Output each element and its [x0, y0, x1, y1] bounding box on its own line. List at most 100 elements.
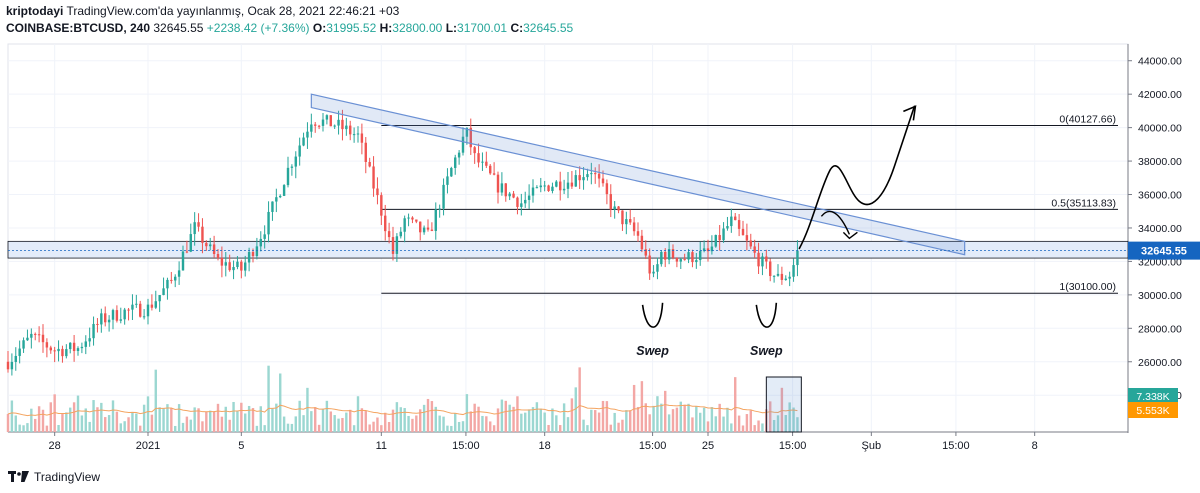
volume-bar — [706, 421, 710, 432]
volume-bar — [321, 408, 325, 432]
volume-bar — [119, 423, 122, 432]
volume-bar — [726, 407, 729, 432]
volume-bar — [391, 409, 395, 432]
volume-bar — [352, 425, 356, 432]
retest-path — [820, 210, 851, 235]
volume-bar — [356, 396, 360, 432]
volume-bar — [784, 415, 787, 432]
volume-bar — [461, 421, 465, 432]
candle-body — [683, 259, 686, 261]
volume-bar — [251, 408, 255, 432]
candle-body — [730, 216, 733, 227]
candle-body — [142, 316, 146, 318]
volume-bar — [162, 408, 165, 432]
candle-body — [574, 175, 577, 187]
candle-body — [788, 276, 791, 279]
candle-body — [123, 309, 126, 320]
volume-bar — [80, 415, 84, 432]
y-tick-label: 38000.00 — [1138, 156, 1182, 168]
volume-bar — [364, 410, 367, 432]
volume-bar — [45, 425, 49, 432]
candle-body — [438, 208, 441, 210]
candle-body — [625, 219, 628, 225]
volume-bar — [454, 413, 457, 432]
volume-bar — [170, 408, 173, 432]
y-tick-label: 44000.00 — [1138, 56, 1182, 68]
candle-body — [349, 125, 352, 135]
candle-body — [726, 226, 729, 229]
volume-bar — [61, 413, 64, 432]
candle-body — [150, 304, 154, 308]
volume-bar — [166, 404, 169, 432]
tradingview-brand[interactable]: TradingView — [34, 470, 101, 484]
candle-body — [88, 338, 91, 342]
candle-body — [337, 119, 340, 126]
current-price-label: 32645.55 — [1141, 246, 1187, 258]
volume-bar — [442, 416, 445, 432]
candle-body — [14, 355, 17, 362]
candle-body — [605, 183, 609, 195]
candle-body — [391, 237, 395, 254]
price-chart[interactable]: 44000.00 42000.00 40000.00 38000.00 36000.00… — [0, 0, 1200, 470]
volume-bar — [761, 423, 764, 432]
volume-bar — [699, 412, 702, 432]
candle-body — [454, 157, 457, 168]
volume-bar — [625, 410, 628, 432]
volume-bar — [189, 419, 192, 432]
candle-body — [259, 238, 262, 247]
volume-bar — [84, 408, 87, 432]
candle-body — [65, 349, 68, 357]
volume-bar — [104, 417, 107, 432]
candle-body — [419, 221, 422, 233]
candle-body — [224, 262, 227, 266]
volume-bar — [481, 415, 484, 432]
volume-bar — [597, 412, 601, 432]
volume-bar — [201, 421, 204, 432]
volume-bar — [360, 408, 364, 432]
open-label: O: — [312, 21, 327, 35]
volume-bar — [407, 415, 410, 432]
candle-body — [80, 346, 84, 349]
candle-body — [687, 252, 690, 260]
author-name[interactable]: kriptodayi — [6, 4, 64, 18]
volume-bar — [722, 416, 725, 432]
volume-bar — [279, 373, 282, 432]
volume-bar — [520, 413, 523, 432]
volume-bar — [695, 406, 698, 432]
volume-bar — [271, 408, 274, 432]
volume-bar — [426, 398, 430, 432]
volume-ma-badge — [1128, 402, 1178, 418]
candle-body — [644, 249, 647, 256]
candle-body — [166, 279, 169, 289]
candle-body — [796, 250, 799, 266]
candle-body — [769, 261, 772, 276]
volume-bar — [185, 416, 189, 432]
volume-bar — [158, 407, 161, 432]
volume-bar — [131, 411, 134, 432]
x-tick-label: 5 — [238, 440, 244, 452]
volume-bar — [504, 400, 507, 432]
volume-bar — [446, 425, 449, 432]
candle-body — [609, 194, 612, 210]
candle-body — [333, 125, 336, 127]
volume-bar — [714, 416, 717, 432]
candle-body — [395, 236, 399, 254]
volume-bar — [325, 400, 329, 432]
candle-body — [407, 217, 410, 219]
symbol-label[interactable]: COINBASE:BTCUSD, 240 — [6, 21, 151, 35]
candle-body — [695, 260, 698, 263]
volume-bar — [745, 414, 749, 432]
candle-body — [372, 166, 375, 189]
volume-bar — [629, 410, 632, 432]
candle-body — [364, 142, 367, 163]
candle-body — [356, 133, 360, 135]
candle-body — [714, 235, 717, 247]
close-value: 32645.55 — [523, 21, 574, 35]
candle-body — [104, 313, 107, 323]
volume-bar — [617, 422, 620, 432]
volume-bar — [69, 407, 72, 432]
volume-bar — [430, 401, 434, 432]
candle-body — [636, 231, 640, 236]
candle-body — [177, 270, 181, 277]
candle-body — [582, 177, 585, 181]
